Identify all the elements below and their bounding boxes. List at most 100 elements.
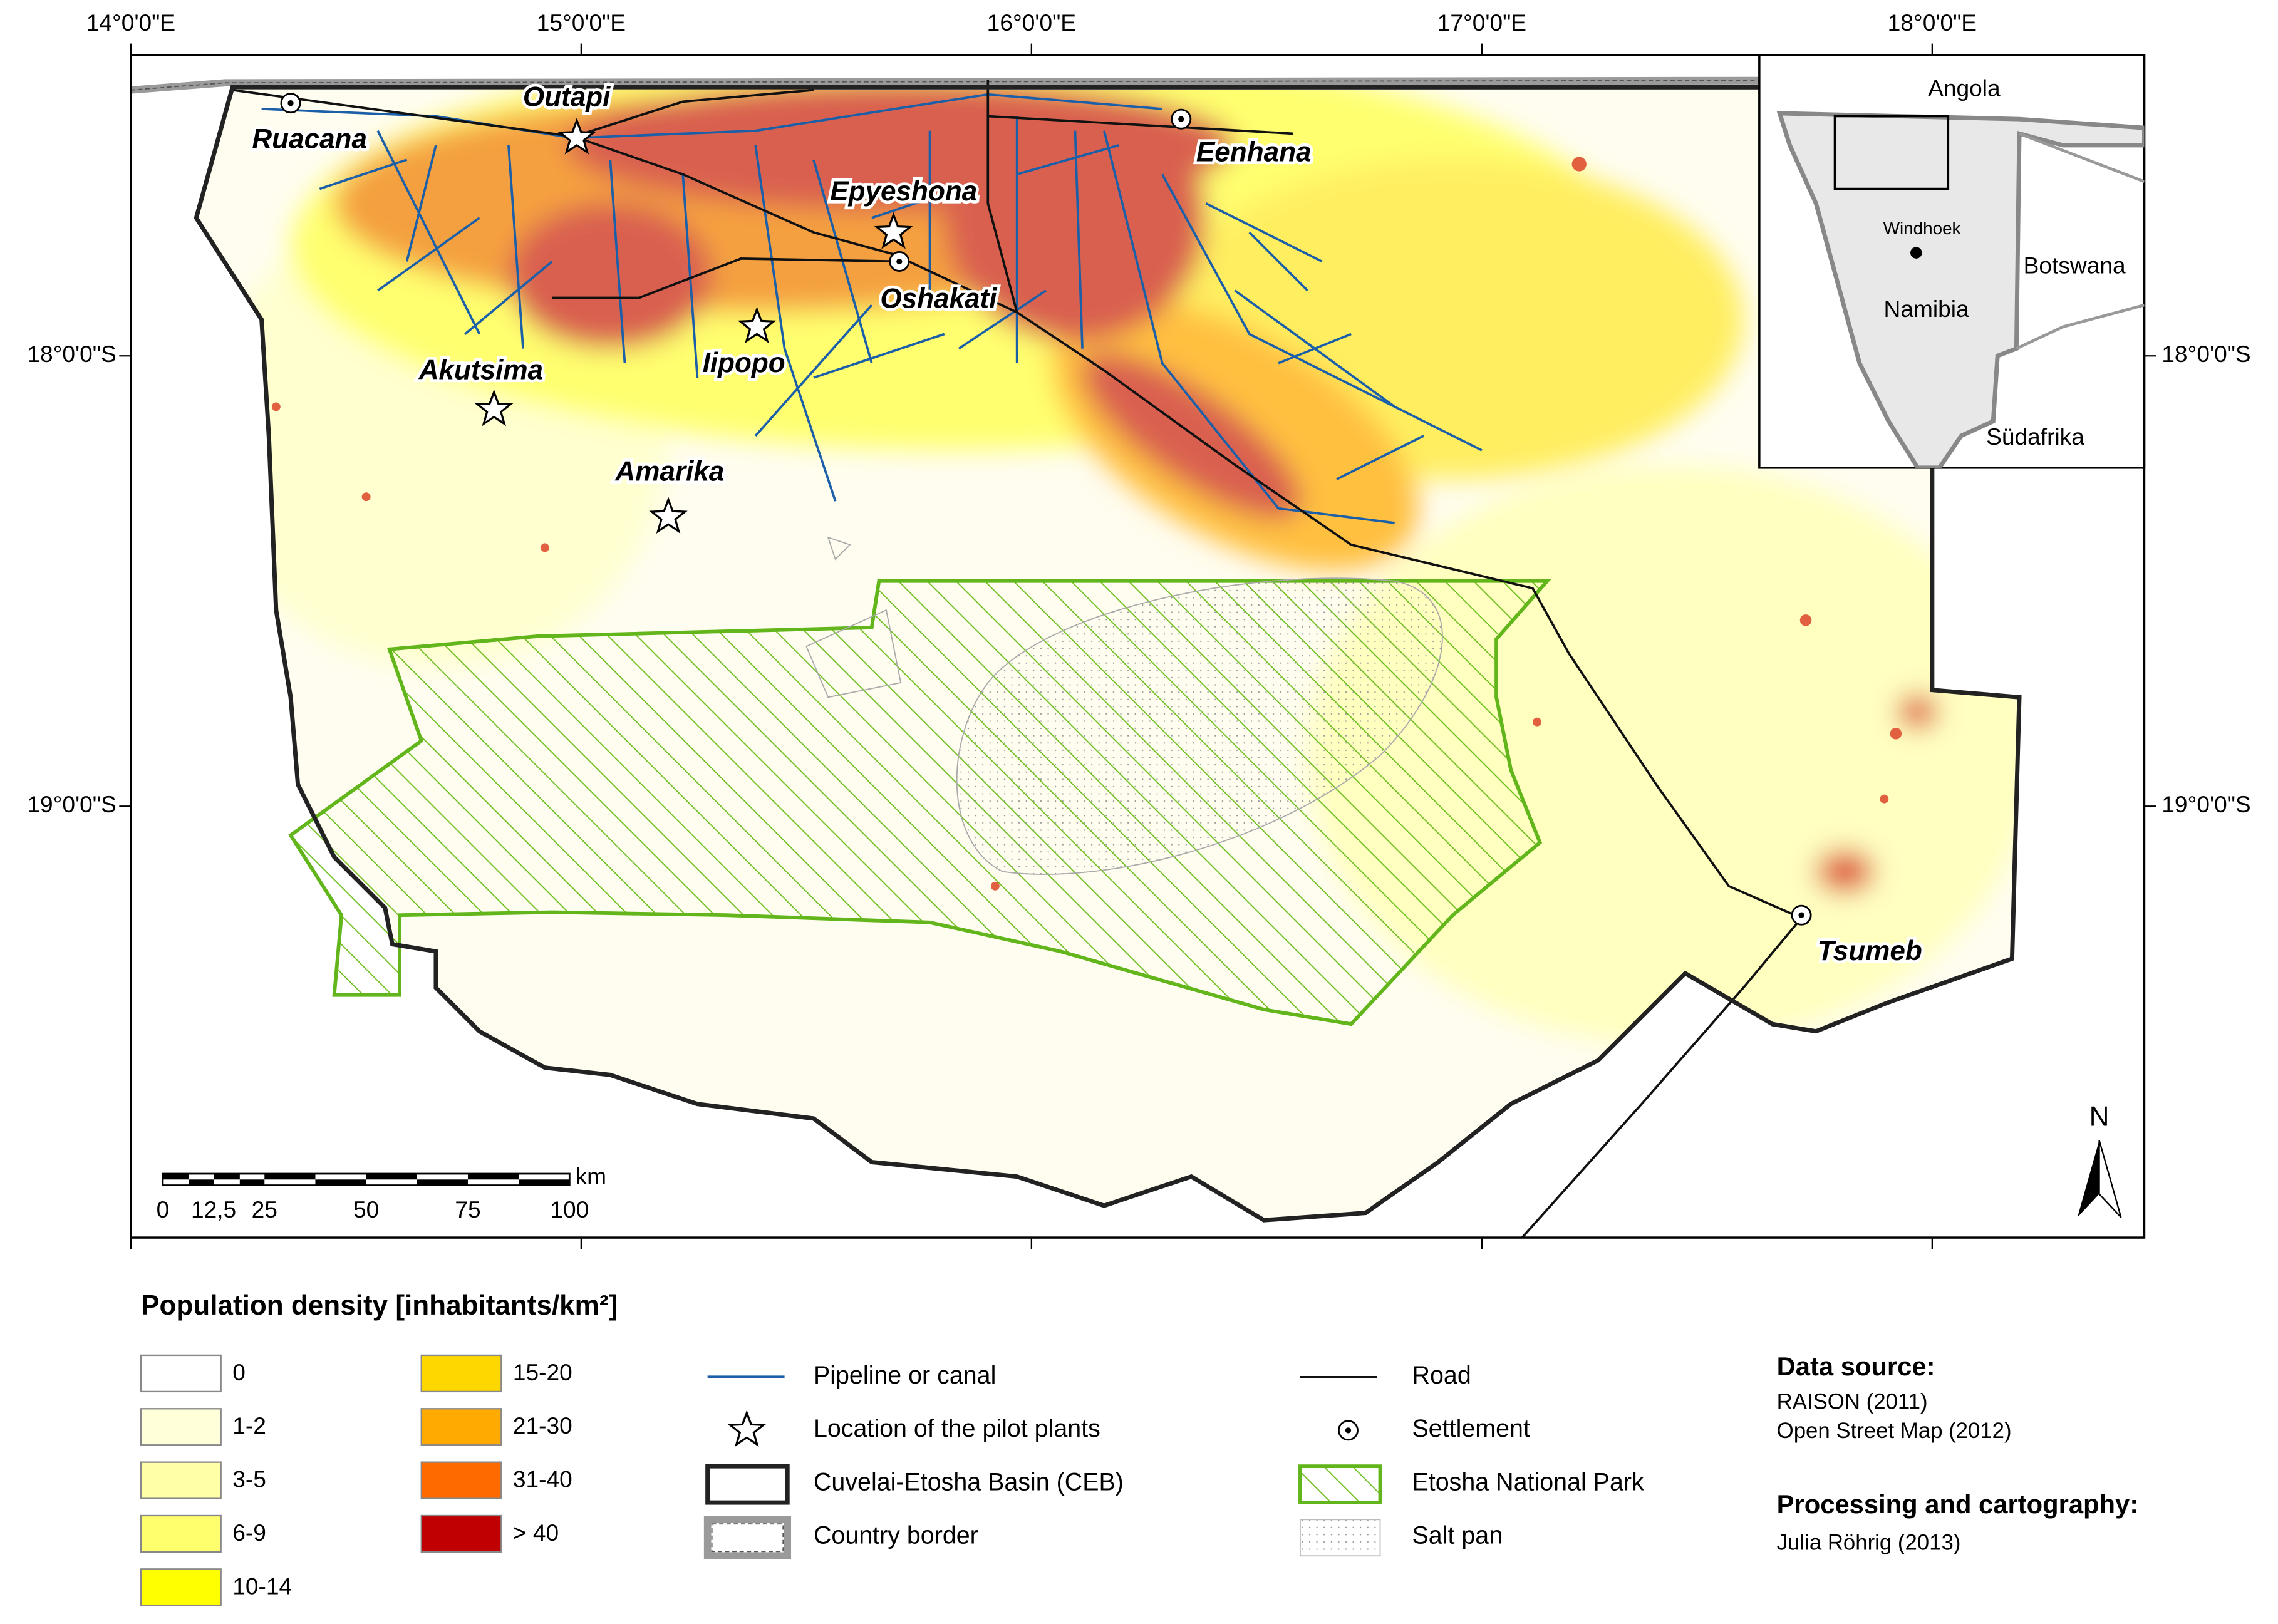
pilot-plant bbox=[474, 389, 514, 427]
place-label: Iipopo bbox=[703, 348, 785, 378]
density-swatch bbox=[420, 1354, 502, 1393]
settlement-dot bbox=[1178, 116, 1184, 122]
lon-label: 17°0'0"E bbox=[1437, 9, 1526, 36]
scale-segment bbox=[239, 1179, 265, 1186]
lon-label: 15°0'0"E bbox=[537, 9, 626, 36]
density-swatch bbox=[420, 1461, 502, 1499]
legend-label: Etosha National Park bbox=[1412, 1468, 1644, 1496]
scale-segment bbox=[467, 1174, 519, 1180]
legend-border bbox=[703, 1516, 792, 1560]
place-label: Tsumeb bbox=[1817, 936, 1922, 966]
legend-saltpan bbox=[1300, 1519, 1381, 1557]
north-arrow bbox=[2077, 1140, 2099, 1218]
inset-label: Angola bbox=[1928, 75, 2001, 101]
legend-label: Salt pan bbox=[1412, 1521, 1503, 1549]
pilot-plant bbox=[557, 117, 596, 155]
density-label: 15-20 bbox=[513, 1359, 572, 1385]
credits-text: Open Street Map (2012) bbox=[1777, 1419, 2012, 1443]
pipelines bbox=[261, 93, 1483, 524]
scale-unit: km bbox=[576, 1163, 606, 1189]
density-swatch bbox=[140, 1568, 222, 1606]
legend-label: Country border bbox=[814, 1521, 978, 1549]
inset-label: Südafrika bbox=[1986, 423, 2084, 450]
inset-map bbox=[1758, 54, 2146, 469]
place-label: Oshakati bbox=[880, 284, 997, 314]
pilot-plant bbox=[737, 306, 777, 344]
density-label: 6-9 bbox=[232, 1519, 266, 1546]
density-label: 0 bbox=[232, 1359, 246, 1385]
lat-label: 18°0'0"S bbox=[2162, 341, 2250, 367]
lon-label: 16°0'0"E bbox=[987, 9, 1076, 36]
scale-label: 50 bbox=[353, 1196, 379, 1223]
place-label: Ruacana bbox=[252, 124, 367, 155]
place-label: Eenhana bbox=[1196, 137, 1312, 167]
legend-label: Cuvelai-Etosha Basin (CEB) bbox=[814, 1468, 1124, 1496]
lon-label: 18°0'0"E bbox=[1888, 9, 1977, 36]
place-label: Outapi bbox=[523, 81, 611, 112]
scale-label: 25 bbox=[252, 1196, 277, 1223]
north-label: N bbox=[2089, 1102, 2110, 1132]
legend-label: Road bbox=[1412, 1362, 1471, 1389]
legend-star bbox=[727, 1410, 767, 1447]
pilot-plant bbox=[874, 212, 913, 249]
legend-title: Population density [inhabitants/km²] bbox=[141, 1290, 618, 1321]
scale-segment bbox=[417, 1179, 468, 1186]
lon-label: 14°0'0"E bbox=[86, 9, 175, 36]
settlement-dot bbox=[1345, 1427, 1352, 1434]
inset-label: Namibia bbox=[1884, 296, 1969, 322]
scale-label: 75 bbox=[455, 1196, 480, 1223]
scale-segment bbox=[366, 1174, 417, 1180]
credits-text: Julia Röhrig (2013) bbox=[1777, 1531, 1961, 1555]
legend-label: Location of the pilot plants bbox=[814, 1415, 1100, 1442]
legend-label: Settlement bbox=[1412, 1415, 1530, 1442]
credits-heading: Data source: bbox=[1777, 1352, 1935, 1381]
density-label: 1-2 bbox=[232, 1412, 266, 1439]
density-swatch bbox=[140, 1354, 222, 1393]
density-label: 10-14 bbox=[232, 1573, 292, 1599]
place-label: Epyeshona bbox=[830, 176, 977, 207]
density-swatch bbox=[140, 1514, 222, 1553]
inset-label: Botswana bbox=[2024, 252, 2126, 279]
map-body bbox=[130, 76, 2145, 1238]
lat-label: 18°0'0"S bbox=[27, 341, 116, 367]
scale-label: 12,5 bbox=[191, 1196, 236, 1223]
north-arrow bbox=[2098, 1140, 2122, 1218]
place-label: Akutsima bbox=[418, 354, 543, 385]
density-label: > 40 bbox=[513, 1519, 559, 1546]
density-swatch bbox=[420, 1514, 502, 1553]
density-label: 3-5 bbox=[232, 1466, 266, 1492]
settlement-dot bbox=[896, 258, 903, 265]
density-label: 21-30 bbox=[513, 1412, 572, 1439]
scale-segment bbox=[519, 1179, 570, 1186]
pilot-plant bbox=[649, 497, 688, 534]
density-label: 31-40 bbox=[513, 1466, 572, 1492]
density-swatch bbox=[420, 1408, 502, 1446]
inset-label: Windhoek bbox=[1883, 219, 1961, 238]
scale-label: 100 bbox=[550, 1196, 589, 1223]
credits-text: RAISON (2011) bbox=[1777, 1390, 1928, 1414]
scale-segment bbox=[264, 1174, 316, 1180]
scale-segment bbox=[214, 1174, 240, 1180]
scale-segment bbox=[189, 1179, 214, 1186]
map-frame bbox=[130, 54, 2146, 1239]
scale-label: 0 bbox=[157, 1196, 170, 1223]
settlement-dot bbox=[287, 100, 294, 106]
credits-heading: Processing and cartography: bbox=[1777, 1489, 2138, 1519]
legend-basin bbox=[705, 1464, 790, 1505]
lat-label: 19°0'0"S bbox=[27, 791, 116, 817]
density-swatch bbox=[140, 1408, 222, 1446]
population-density bbox=[196, 87, 2020, 1221]
scale-segment bbox=[162, 1174, 189, 1180]
scale-segment bbox=[315, 1179, 366, 1186]
settlement-dot bbox=[1798, 912, 1804, 918]
place-label: Amarika bbox=[614, 457, 724, 487]
density-swatch bbox=[140, 1461, 222, 1499]
salt-pan bbox=[956, 577, 1443, 875]
roads bbox=[232, 80, 1804, 1238]
legend-border-inner bbox=[711, 1523, 784, 1553]
lat-label: 19°0'0"S bbox=[2162, 791, 2250, 817]
legend-park bbox=[1298, 1464, 1382, 1505]
legend-label: Pipeline or canal bbox=[814, 1362, 996, 1389]
